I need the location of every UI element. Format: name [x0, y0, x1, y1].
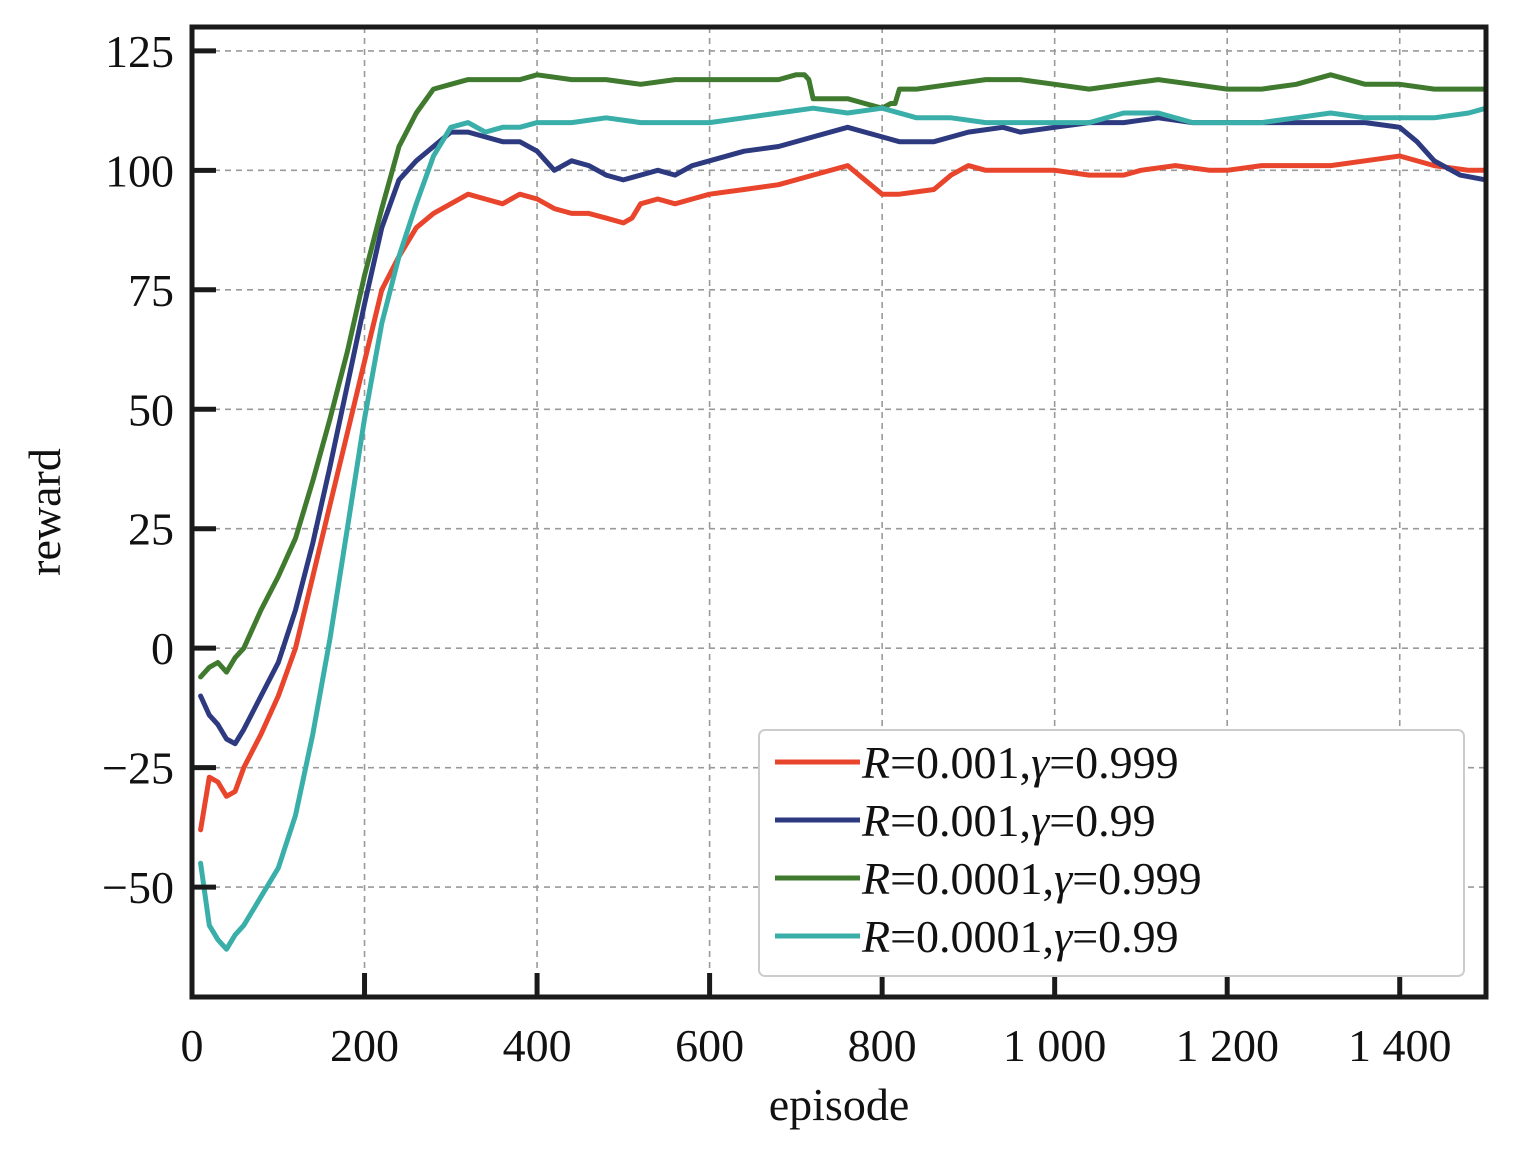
legend-box	[758, 729, 1465, 977]
legend-label: R=0.001,γ=0.999	[861, 737, 1179, 788]
series-line-4	[198, 105, 1489, 952]
x-tick-label: 0	[181, 1020, 204, 1071]
legend-label: R=0.0001,γ=0.999	[861, 853, 1202, 904]
y-tick-label: 75	[128, 265, 174, 316]
series-line-2	[198, 115, 1489, 747]
y-tick-label: 100	[105, 145, 174, 196]
x-tick-label: 200	[330, 1020, 399, 1071]
series-lines	[198, 72, 1489, 952]
y-tick-label: 50	[128, 384, 174, 435]
x-tick-label: 400	[503, 1020, 572, 1071]
series-line-1	[198, 153, 1489, 833]
y-tick-label: 0	[151, 623, 174, 674]
y-tick-label: −25	[102, 743, 174, 794]
series-line-3	[198, 72, 1489, 680]
x-axis-title: episode	[769, 1079, 910, 1130]
x-tick-label: 1 200	[1175, 1020, 1279, 1071]
x-tick-label: 1 000	[1003, 1020, 1107, 1071]
x-tick-labels: 0 200 400 600 800 1 000 1 200 1 400	[181, 1020, 1452, 1071]
legend-label: R=0.001,γ=0.99	[861, 795, 1156, 846]
axis-ticks	[189, 48, 1403, 997]
x-tick-label: 600	[675, 1020, 744, 1071]
plot-frame	[189, 24, 1489, 1000]
legend-label: R=0.0001,γ=0.99	[861, 911, 1179, 962]
y-tick-labels: −50 −25 0 25 50 75 100 125	[102, 26, 174, 913]
x-tick-label: 800	[848, 1020, 917, 1071]
y-tick-label: 25	[128, 504, 174, 555]
y-tick-label: −50	[102, 862, 174, 913]
legend: R=0.001,γ=0.999 R=0.001,γ=0.99 R=0.0001,γ=…	[758, 729, 1465, 977]
x-tick-label: 1 400	[1348, 1020, 1452, 1071]
y-axis-title: reward	[19, 448, 70, 576]
y-tick-label: 125	[105, 26, 174, 77]
